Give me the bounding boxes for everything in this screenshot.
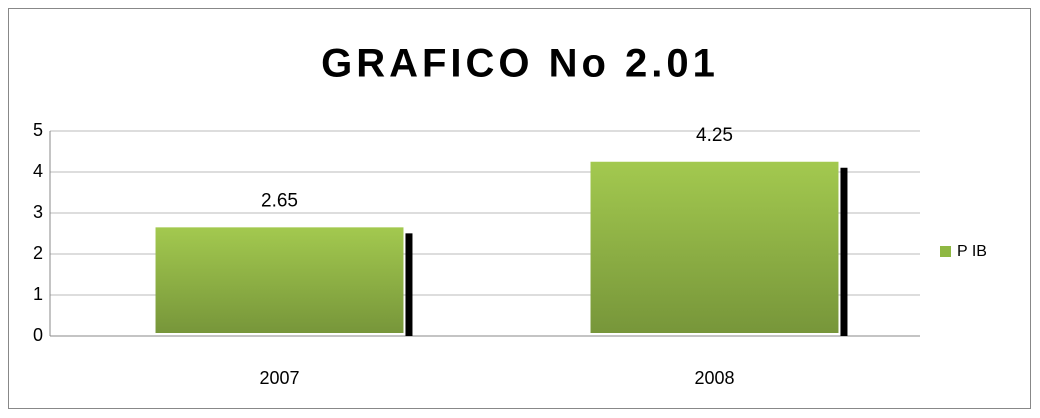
chart-title: GRAFICO No 2.01: [321, 42, 719, 86]
bar: [590, 161, 839, 333]
x-tick-label: 2008: [694, 368, 734, 388]
legend-swatch: [940, 246, 951, 257]
y-tick-label: 4: [33, 161, 43, 181]
bar-shadow: [840, 167, 848, 336]
x-tick-label: 2007: [259, 368, 299, 388]
legend-label: P IB: [957, 243, 987, 260]
chart-border: [8, 8, 1031, 409]
y-tick-label: 5: [33, 120, 43, 140]
y-tick-label: 1: [33, 284, 43, 304]
bar: [155, 227, 404, 333]
value-label: 2.65: [261, 190, 298, 211]
y-tick-label: 0: [33, 325, 43, 345]
bar-shadow: [405, 233, 413, 336]
y-tick-label: 3: [33, 202, 43, 222]
y-tick-label: 2: [33, 243, 43, 263]
value-label: 4.25: [696, 125, 733, 146]
